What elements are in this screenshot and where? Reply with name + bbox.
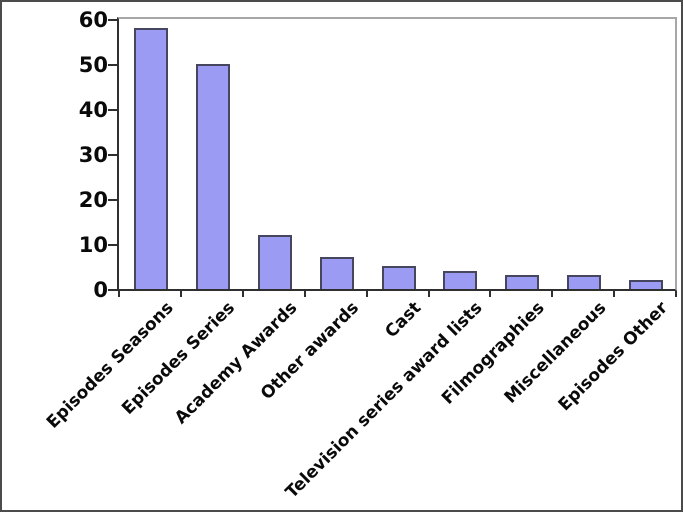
y-tick-label-40: 40 bbox=[78, 98, 108, 122]
x-tick-mark bbox=[428, 291, 430, 297]
x-tick-mark bbox=[366, 291, 368, 297]
y-tick-mark bbox=[108, 289, 117, 291]
y-tick-mark bbox=[108, 154, 117, 156]
bar-miscellaneous bbox=[567, 275, 601, 289]
x-tick-mark bbox=[242, 291, 244, 297]
x-tick-mark bbox=[489, 291, 491, 297]
x-tick-mark bbox=[613, 291, 615, 297]
bar-episodes-other bbox=[629, 280, 663, 289]
y-tick-mark bbox=[108, 244, 117, 246]
x-axis-label-academy-awards: Academy Awards bbox=[170, 298, 302, 429]
x-axis-label-episodes-other: Episodes Other bbox=[554, 298, 673, 416]
bar-cast bbox=[382, 266, 416, 289]
x-axis-label-episodes-series: Episodes Series bbox=[118, 298, 240, 419]
y-tick-label-30: 30 bbox=[78, 143, 108, 167]
y-tick-mark bbox=[108, 64, 117, 66]
x-axis-label-cast: Cast bbox=[381, 298, 426, 342]
y-tick-mark bbox=[108, 19, 117, 21]
bar-filmographies bbox=[505, 275, 539, 289]
y-tick-label-0: 0 bbox=[93, 278, 108, 302]
y-tick-label-50: 50 bbox=[78, 53, 108, 77]
x-tick-mark bbox=[675, 291, 677, 297]
y-tick-label-10: 10 bbox=[78, 233, 108, 257]
bar-academy-awards bbox=[258, 235, 292, 289]
x-tick-mark bbox=[118, 291, 120, 297]
x-tick-mark bbox=[180, 291, 182, 297]
y-tick-mark bbox=[108, 109, 117, 111]
y-tick-label-60: 60 bbox=[78, 8, 108, 32]
bar-other-awards bbox=[320, 257, 354, 289]
y-tick-mark bbox=[108, 199, 117, 201]
bar-television-series-award-lists bbox=[443, 271, 477, 289]
x-tick-mark bbox=[304, 291, 306, 297]
y-tick-label-20: 20 bbox=[78, 188, 108, 212]
x-tick-mark bbox=[551, 291, 553, 297]
bar-episodes-series bbox=[196, 64, 230, 289]
bar-episodes-seasons bbox=[134, 28, 168, 289]
